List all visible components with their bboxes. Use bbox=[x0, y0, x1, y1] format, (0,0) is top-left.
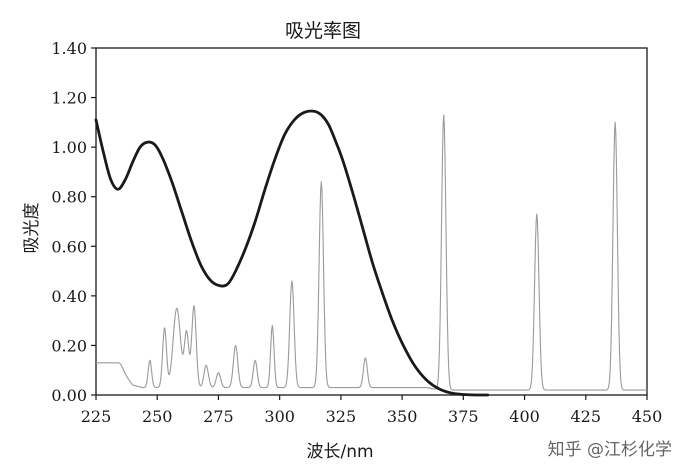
y-tick-label: 0.40 bbox=[51, 287, 87, 306]
plot-area-frame bbox=[95, 47, 648, 396]
x-tick-label: 425 bbox=[571, 407, 602, 426]
x-tick-label: 325 bbox=[326, 407, 357, 426]
y-tick-label: 0.20 bbox=[51, 336, 87, 355]
y-axis-label: 吸光度 bbox=[22, 203, 42, 254]
y-tick-label: 0.60 bbox=[51, 237, 87, 256]
x-tick-label: 225 bbox=[81, 407, 112, 426]
x-tick-label: 350 bbox=[387, 407, 418, 426]
x-tick-label: 275 bbox=[203, 407, 234, 426]
series-line-absorbance bbox=[94, 109, 490, 397]
x-tick-label: 300 bbox=[264, 407, 295, 426]
series-layer bbox=[94, 109, 647, 397]
chart-title: 吸光率图 bbox=[285, 20, 361, 42]
y-tick-label: 0.00 bbox=[51, 386, 87, 405]
x-tick-label: 250 bbox=[142, 407, 173, 426]
x-tick-label: 400 bbox=[509, 407, 540, 426]
y-tick-label: 1.00 bbox=[51, 138, 87, 157]
x-axis-label: 波长/nm bbox=[306, 442, 373, 462]
y-tick-label: 1.40 bbox=[51, 39, 87, 58]
x-tick-label: 450 bbox=[632, 407, 663, 426]
y-tick-label: 0.80 bbox=[51, 188, 87, 207]
x-axis: 225 250 275 300 325 350 375 400 425 450 bbox=[81, 395, 663, 426]
series-line-emission bbox=[96, 114, 647, 391]
x-tick-label: 375 bbox=[448, 407, 479, 426]
y-tick-label: 1.20 bbox=[51, 89, 87, 108]
watermark: 知乎 @江杉化学 bbox=[548, 440, 672, 460]
y-axis: 0.00 0.20 0.40 0.60 0.80 1.00 1.20 1.40 bbox=[51, 39, 96, 405]
